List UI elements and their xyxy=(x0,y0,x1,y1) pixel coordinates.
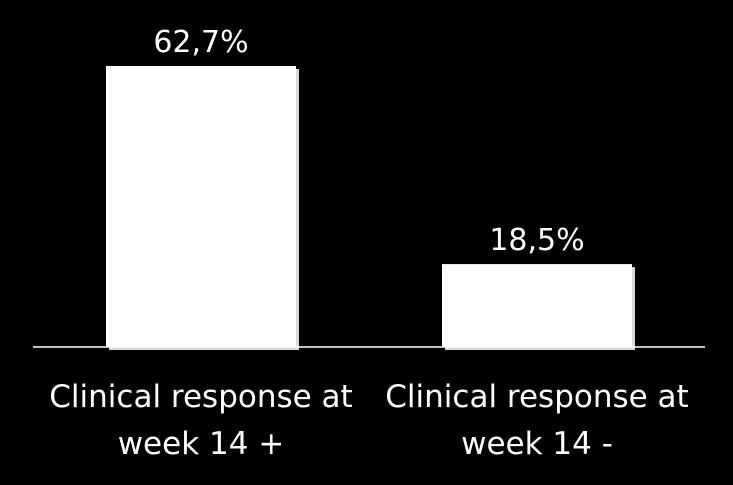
category-label-2-line-1: Clinical response at xyxy=(385,379,688,415)
bars-layer xyxy=(106,66,635,350)
bar-1 xyxy=(106,66,296,347)
category-label-1-line-2: week 14 + xyxy=(118,426,285,462)
data-label-1: 62,7% xyxy=(153,25,248,60)
category-label-2-line-2: week 14 - xyxy=(461,426,613,462)
labels-layer: 62,7% Clinical response at week 14 + 18,5% C… xyxy=(49,25,688,462)
data-label-2: 18,5% xyxy=(489,223,584,258)
bar-2 xyxy=(442,264,632,347)
category-label-1-line-1: Clinical response at xyxy=(49,379,352,415)
